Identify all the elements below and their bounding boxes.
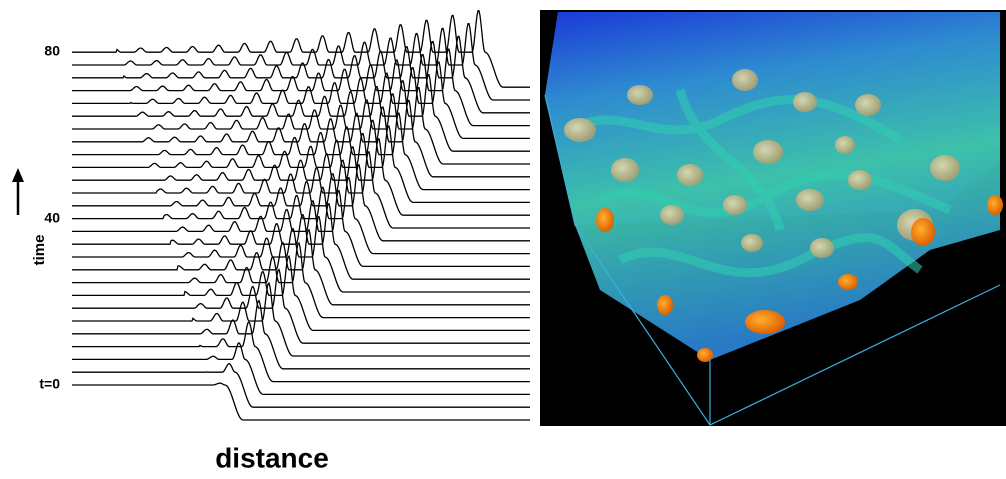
profile-curve bbox=[72, 215, 530, 293]
profile-curve bbox=[72, 268, 530, 344]
profile-curve bbox=[72, 255, 530, 332]
profile-curve bbox=[72, 61, 530, 140]
profile-curve bbox=[72, 10, 530, 88]
profile-curve bbox=[72, 202, 530, 280]
profile-curve bbox=[72, 163, 530, 242]
profile-curve bbox=[72, 125, 530, 204]
profile-curve bbox=[72, 320, 530, 383]
3d-render bbox=[540, 10, 1006, 426]
profile-curve bbox=[72, 99, 530, 178]
profile-curve bbox=[72, 228, 530, 306]
waterfall-curves bbox=[72, 10, 530, 421]
profile-curve bbox=[72, 176, 530, 255]
profile-curve bbox=[72, 241, 530, 319]
y-axis-label: time bbox=[31, 235, 48, 266]
y-label: 40 bbox=[44, 210, 60, 226]
y-label: 80 bbox=[44, 43, 60, 59]
x-axis-label: distance bbox=[215, 442, 329, 473]
profile-curve bbox=[72, 48, 530, 127]
profile-curve bbox=[72, 137, 530, 216]
profile-curve bbox=[72, 112, 530, 191]
profile-curve bbox=[72, 22, 530, 101]
profile-curve bbox=[72, 362, 530, 408]
profile-curve bbox=[72, 382, 530, 421]
y-label: t=0 bbox=[39, 376, 60, 392]
profile-curve bbox=[72, 281, 530, 357]
time-arrow bbox=[12, 168, 24, 215]
profile-curve bbox=[72, 189, 530, 268]
profile-curve bbox=[72, 86, 530, 165]
profile-curve bbox=[72, 299, 530, 370]
profile-curve bbox=[72, 341, 530, 396]
profile-curve bbox=[72, 150, 530, 229]
profile-curve bbox=[72, 74, 530, 152]
